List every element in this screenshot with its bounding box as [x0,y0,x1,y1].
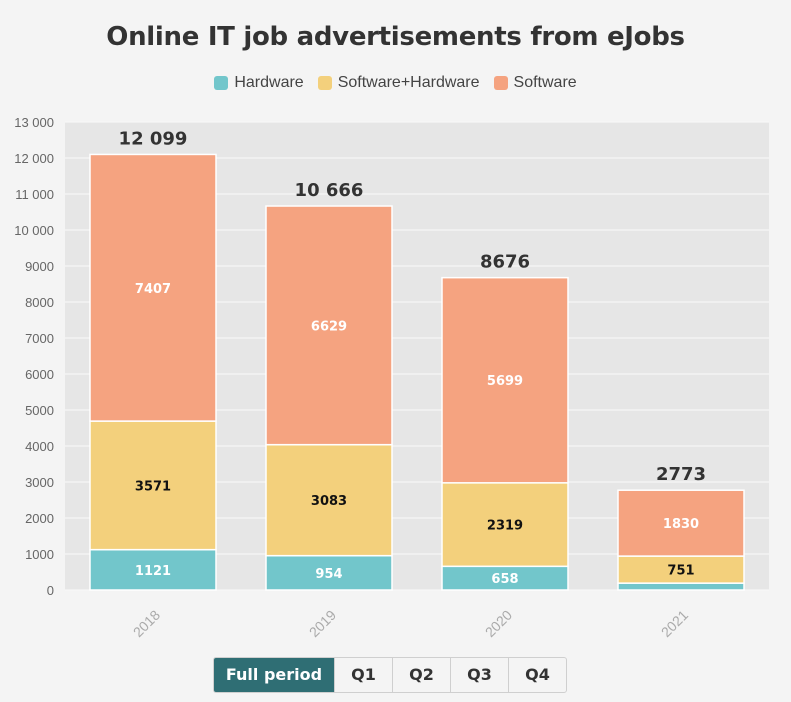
total-label: 8676 [480,252,530,273]
y-tick-label: 1000 [25,547,54,562]
data-label: 3571 [135,479,171,494]
bar-segment-software-2018 [89,153,217,422]
total-label: 12 099 [119,128,188,149]
bar-segment-software-2021 [617,489,745,557]
legend-swatch-hardware [214,76,229,90]
y-tick-label: 10 000 [14,223,54,238]
chart-title: Online IT job advertisements from eJobs [106,22,685,52]
legend-label-hardware: Hardware [234,74,304,91]
data-label: 751 [667,564,694,579]
bar-segment-software-hardware-2019 [265,443,393,557]
data-label: 954 [315,567,342,582]
bar-segment-software-2020 [441,276,569,484]
period-full-button[interactable]: Full period [214,658,334,692]
y-tick-label: 7000 [25,331,54,346]
data-label: 658 [491,572,518,587]
legend-label-software-hardware: Software+Hardware [337,74,480,91]
data-label: 5699 [487,374,523,389]
legend-label-software: Software [513,74,577,91]
bar-segment-software-hardware-2021 [617,555,745,584]
y-tick-label: 0 [47,583,54,598]
x-tick-label: 2018 [130,607,163,640]
legend-item-software[interactable]: Software [493,74,577,92]
period-q4-button[interactable]: Q4 [508,658,566,692]
period-q2-button[interactable]: Q2 [392,658,450,692]
x-tick-label: 2020 [482,607,515,640]
y-tick-label: 9000 [25,259,54,274]
bar-segment-software-2019 [265,205,393,446]
y-tick-label: 4000 [25,439,54,454]
legend-item-hardware[interactable]: Hardware [214,74,304,92]
bar-segment-hardware-2021 [617,582,745,591]
data-label: 2319 [487,519,523,534]
y-tick-label: 6000 [25,367,54,382]
y-tick-label: 11 000 [15,187,54,202]
legend-swatch-software [493,76,508,90]
data-label: 3083 [311,494,347,509]
total-label: 2773 [656,464,706,485]
legend-swatch-software-hardware [317,76,332,90]
bar-segment-software-hardware-2018 [89,420,217,551]
bar-segment-hardware-2018 [89,548,217,591]
data-label: 7407 [135,282,171,297]
data-label: 1830 [663,517,699,532]
period-q3-button[interactable]: Q3 [450,658,508,692]
y-tick-label: 12 000 [14,151,54,166]
y-tick-label: 3000 [25,475,54,490]
y-tick-label: 2000 [25,511,54,526]
legend: Hardware Software+Hardware Software [0,74,791,92]
legend-item-software-hardware[interactable]: Software+Hardware [317,74,480,92]
total-label: 10 666 [295,180,364,201]
x-tick-label: 2021 [658,607,691,640]
period-selector: Full period Q1 Q2 Q3 Q4 [213,657,567,693]
y-tick-label: 13 000 [14,115,54,130]
period-q1-button[interactable]: Q1 [334,658,392,692]
stacked-bar-chart: 0 1000 2000 3000 4000 5000 6000 7000 8000 9000 10 … [14,115,769,640]
data-label: 1121 [135,564,171,579]
y-tick-label: 5000 [25,403,54,418]
data-label: 6629 [311,319,347,334]
x-tick-label: 2019 [306,607,339,640]
y-tick-label: 8000 [25,295,54,310]
bar-segment-software-hardware-2020 [441,482,569,568]
